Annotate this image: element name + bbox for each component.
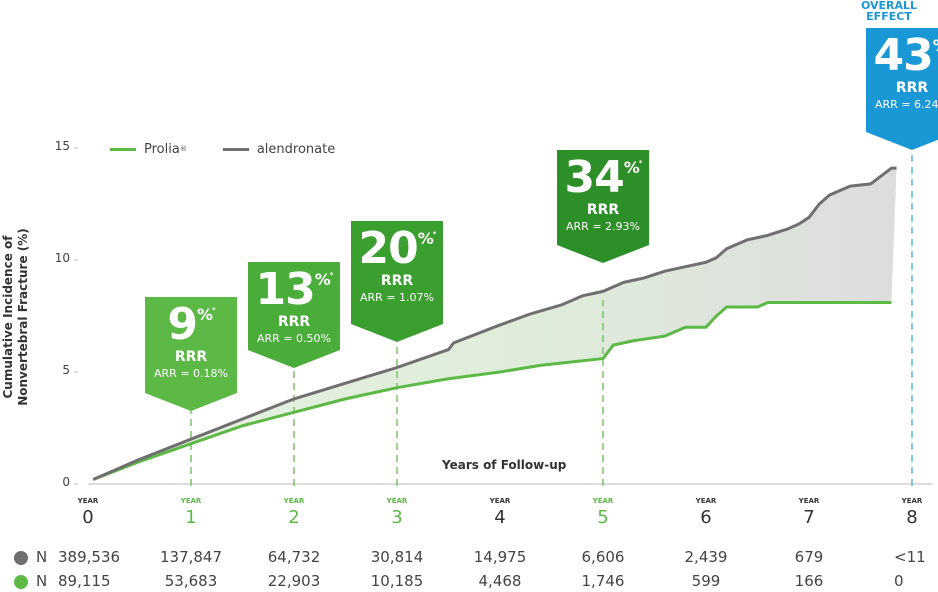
callout-year-5: 34%* RRR ARR = 2.93% [557,150,649,263]
legend-swatch-alendronate [222,147,249,151]
legend-label-prolia: Prolia [144,141,180,157]
y-axis-label-line1: Cumulative Incidence of [1,235,15,399]
x-tick-year-word: YEAR [901,497,923,505]
x-tick-label: 7 [803,507,815,528]
percent-sign: % [933,36,938,55]
callout-rrr: RRR [380,273,414,289]
callout-arr: ARR = 0.18% [154,367,228,380]
x-tick-label: 8 [906,507,918,528]
x-tick-label: 2 [288,507,300,528]
n-value: 599 [691,572,721,590]
legend-item-prolia: Prolia ® [110,142,187,157]
n-row-label: N [36,572,48,590]
callout-year-3: 20%* RRR ARR = 1.07% [351,221,443,342]
n-row-dot [14,551,28,565]
asterisk: * [211,306,216,314]
callout-percent: 34 [564,152,625,203]
n-value: 166 [794,572,824,590]
n-value: 2,439 [684,548,728,566]
x-tick-label: 4 [494,507,506,528]
n-value: 679 [794,548,824,566]
y-tick-label: 0 [62,475,70,489]
x-tick-year-word: YEAR [798,497,820,505]
x-tick-label: 5 [597,507,609,528]
y-axis-label-line2: Nonvertebral Fracture (%) [16,228,30,406]
x-tick-year-word: YEAR [489,497,511,505]
x-tick-label: 0 [82,507,94,528]
n-value: 22,903 [267,572,321,590]
n-row-dot [14,575,28,589]
n-row-label: N [36,548,48,566]
callout-rrr: RRR [586,202,620,218]
n-value: 14,975 [473,548,527,566]
n-value: 6,606 [581,548,625,566]
x-tick-year-word: YEAR [180,497,202,505]
x-tick-label: 1 [185,507,197,528]
series-line-prolia [92,301,892,481]
percent-sign: % [314,270,331,289]
n-value: <11 [894,548,926,566]
callout-arr: ARR = 6.24% [875,98,938,111]
callout-percent: 20 [358,223,419,274]
callout-rrr: RRR [277,314,311,330]
registered-mark: ® [179,145,187,153]
y-tick-label: 5 [62,363,70,377]
overall-effect-line2: EFFECT [866,10,912,23]
asterisk: * [432,230,437,238]
legend: Prolia ® alendronate [110,141,371,157]
overall-effect-line1: OVERALL [860,0,918,12]
callout-percent: 43 [873,30,934,81]
callout-year-2: 13%* RRR ARR = 0.50% [248,262,340,368]
n-value: 1,746 [581,572,625,590]
callout-arr: ARR = 0.50% [257,332,331,345]
series-line-alendronate [92,166,897,481]
x-tick-label: 6 [700,507,712,528]
n-value: 10,185 [370,572,424,590]
n-value: 137,847 [159,548,223,566]
x-tick-year-word: YEAR [283,497,305,505]
legend-label-alendronate: alendronate [256,141,336,157]
y-tick-label: 10 [54,251,70,265]
callout-percent: 9 [167,299,198,350]
n-value: 89,115 [58,572,111,590]
overall-effect-label: OVERALL EFFECT [840,0,938,22]
callout-rrr: RRR [174,349,208,365]
asterisk: * [638,159,643,167]
n-row-prolia: N 89,115 53,683 22,903 10,185 4,468 1,746 599 16… [0,572,938,592]
n-value: 30,814 [370,548,424,566]
percent-sign: % [623,158,640,177]
x-axis-label: Years of Follow-up [442,458,567,472]
n-row-alendronate: N 389,536 137,847 64,732 30,814 14,975 6,606 2,… [0,548,938,568]
x-tick-year-word: YEAR [695,497,717,505]
legend-item-alendronate: alendronate [222,141,336,157]
x-tick-label: 3 [391,507,403,528]
n-value: 389,536 [58,548,121,566]
n-value: 64,732 [267,548,321,566]
callout-rrr: RRR [895,80,929,96]
x-tick-year-word: YEAR [592,497,614,505]
callout-arr: ARR = 1.07% [360,291,434,304]
n-value: 53,683 [164,572,218,590]
callout-year-1: 9%* RRR ARR = 0.18% [145,297,237,411]
y-tick-label: 15 [54,139,70,153]
callout-arr: ARR = 2.93% [566,220,640,233]
percent-sign: % [417,229,434,248]
legend-swatch-prolia [110,147,136,151]
x-tick-year-word: YEAR [386,497,408,505]
percent-sign: % [196,305,213,324]
x-tick-year-word: YEAR [77,497,99,505]
callout-percent: 13 [255,264,316,315]
asterisk: * [329,271,334,279]
n-value: 4,468 [478,572,522,590]
n-value: 0 [894,572,904,590]
